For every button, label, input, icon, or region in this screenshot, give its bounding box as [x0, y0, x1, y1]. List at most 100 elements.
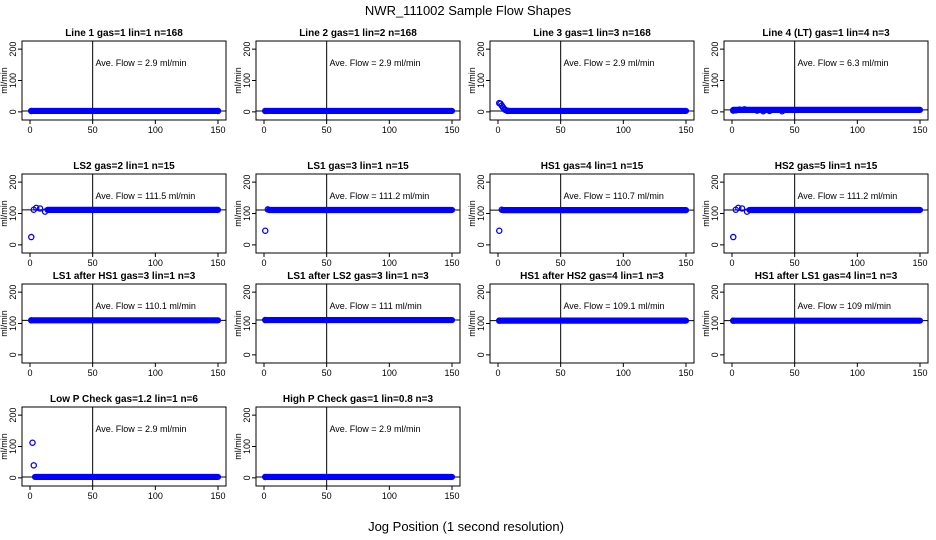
x-tick-label: 0	[729, 368, 734, 378]
panel-title: High P Check gas=1 lin=0.8 n=3	[283, 394, 434, 405]
panel-title: LS2 gas=2 lin=1 n=15	[73, 161, 175, 172]
x-tick-label: 50	[88, 258, 98, 268]
y-tick-label: 100	[242, 439, 252, 454]
y-tick-label: 0	[242, 242, 252, 247]
x-tick-label: 50	[322, 258, 332, 268]
x-tick-label: 150	[210, 125, 225, 135]
panel: Low P Check gas=1.2 lin=1 n=6 ml/min 0 50 10…	[0, 394, 227, 501]
y-tick-label: 0	[710, 352, 720, 357]
y-axis-label: ml/min	[467, 200, 477, 227]
data-point	[262, 473, 269, 481]
data-point-run	[31, 473, 222, 481]
average-flow-annotation: Ave. Flow = 110.7 ml/min	[563, 191, 663, 201]
y-tick-label: 200	[710, 285, 720, 300]
x-tick-label: 50	[556, 258, 566, 268]
x-tick-label: 0	[261, 491, 266, 501]
panel-title: HS1 after LS1 gas=4 lin=1 n=3	[755, 271, 898, 282]
panel: LS1 after HS1 gas=3 lin=1 n=3 ml/min 0 50 10…	[0, 271, 227, 378]
panel: Line 2 gas=1 lin=2 n=168 ml/min 0 50 100 150 0…	[233, 28, 461, 135]
data-point	[741, 106, 748, 113]
x-tick-label: 50	[322, 491, 332, 501]
data-point	[214, 107, 222, 115]
x-tick-label: 0	[495, 125, 500, 135]
average-flow-annotation: Ave. Flow = 6.3 ml/min	[797, 58, 888, 68]
panel: HS1 gas=4 lin=1 n=15 ml/min 0 50 100 150 0 100 2…	[467, 161, 695, 268]
x-tick-label: 150	[444, 258, 459, 268]
data-point	[753, 107, 761, 114]
data-point	[730, 317, 737, 324]
y-tick-label: 200	[476, 175, 486, 190]
x-tick-label: 150	[210, 491, 225, 501]
average-flow-annotation: Ave. Flow = 111.2 ml/min	[329, 191, 429, 201]
panel: LS1 after LS2 gas=3 lin=1 n=3 ml/min 0 50 10…	[233, 271, 461, 378]
plot-frame	[21, 173, 227, 254]
y-axis-label: ml/min	[233, 310, 243, 337]
data-point	[496, 317, 503, 324]
x-tick-label: 0	[27, 491, 32, 501]
panel-title: LS1 after HS1 gas=3 lin=1 n=3	[53, 271, 196, 282]
x-tick-label: 150	[912, 125, 927, 135]
x-tick-label: 150	[444, 491, 459, 501]
data-point	[738, 205, 746, 212]
x-tick-label: 0	[495, 258, 500, 268]
data-point	[33, 204, 40, 212]
panel: Line 4 (LT) gas=1 lin=4 n=3 ml/min 0 50 100 1…	[701, 28, 929, 135]
x-tick-label: 50	[88, 491, 98, 501]
data-point	[760, 107, 767, 115]
y-tick-label: 100	[242, 206, 252, 221]
y-tick-label: 200	[242, 175, 252, 190]
y-tick-label: 200	[242, 408, 252, 423]
plot-frame	[21, 283, 227, 364]
y-tick-label: 100	[8, 206, 18, 221]
data-point-run	[499, 207, 690, 214]
x-tick-label: 150	[210, 258, 225, 268]
y-tick-label: 0	[710, 242, 720, 247]
x-tick-label: 150	[912, 368, 927, 378]
data-point-run	[44, 206, 222, 213]
y-tick-label: 100	[710, 316, 720, 331]
panel-title: Line 3 gas=1 lin=3 n=168	[533, 28, 651, 39]
y-tick-label: 0	[476, 242, 486, 247]
average-flow-annotation: Ave. Flow = 2.9 ml/min	[95, 424, 186, 434]
data-point	[743, 208, 751, 215]
data-point-run	[262, 107, 456, 115]
data-point	[28, 317, 35, 324]
x-tick-label: 100	[382, 258, 397, 268]
x-tick-label: 150	[678, 258, 693, 268]
x-tick-label: 0	[261, 368, 266, 378]
data-point	[730, 107, 737, 114]
plot-frame	[723, 173, 929, 254]
x-tick-label: 0	[261, 125, 266, 135]
panel-title: Line 1 gas=1 lin=1 n=168	[65, 28, 183, 39]
x-tick-label: 50	[88, 125, 98, 135]
panel: HS1 after LS1 gas=4 lin=1 n=3 ml/min 0 50 10…	[701, 271, 929, 378]
y-tick-label: 200	[8, 285, 18, 300]
x-tick-label: 100	[148, 368, 163, 378]
data-point-run	[28, 317, 222, 324]
x-tick-label: 0	[27, 125, 32, 135]
y-tick-label: 0	[242, 475, 252, 480]
x-tick-label: 50	[790, 125, 800, 135]
x-tick-label: 0	[729, 125, 734, 135]
x-tick-label: 100	[148, 258, 163, 268]
average-flow-annotation: Ave. Flow = 2.9 ml/min	[95, 58, 186, 68]
y-tick-label: 200	[242, 285, 252, 300]
y-tick-label: 100	[8, 73, 18, 88]
data-point	[36, 205, 44, 212]
y-tick-label: 100	[710, 206, 720, 221]
panel-title: Line 2 gas=1 lin=2 n=168	[299, 28, 417, 39]
x-tick-label: 100	[850, 368, 865, 378]
y-tick-label: 0	[476, 352, 486, 357]
plot-frame	[489, 173, 695, 254]
data-point	[262, 227, 269, 234]
x-tick-label: 100	[850, 258, 865, 268]
data-point	[28, 233, 35, 241]
y-tick-label: 200	[476, 42, 486, 57]
x-tick-label: 100	[382, 125, 397, 135]
y-tick-label: 0	[242, 109, 252, 114]
data-point-run	[730, 317, 924, 324]
data-point-run	[28, 107, 222, 115]
plot-frame	[255, 283, 461, 364]
y-tick-label: 100	[710, 73, 720, 88]
y-tick-label: 0	[8, 242, 18, 247]
